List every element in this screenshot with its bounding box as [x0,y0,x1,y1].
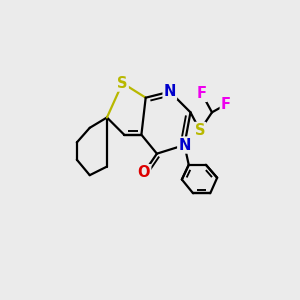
Text: F: F [221,97,231,112]
Text: F: F [197,86,207,101]
Text: O: O [138,165,150,180]
Text: N: N [164,84,176,99]
Text: S: S [117,76,128,91]
Text: N: N [178,137,190,152]
Text: S: S [195,123,205,138]
